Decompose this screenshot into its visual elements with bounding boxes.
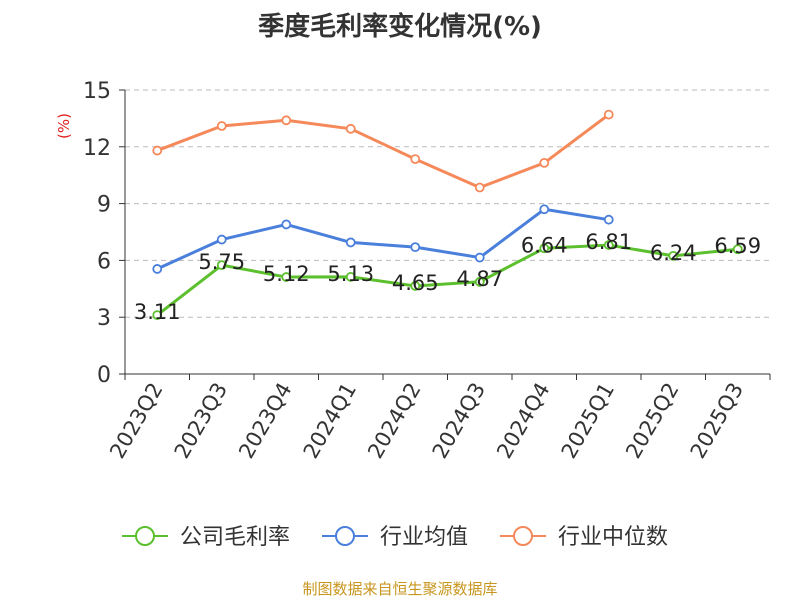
data-point <box>539 204 550 215</box>
data-point <box>410 154 421 165</box>
data-label: 6.81 <box>585 230 632 254</box>
data-label: 5.12 <box>263 262 310 286</box>
data-point <box>474 182 485 193</box>
legend-label: 公司毛利率 <box>180 525 290 550</box>
legend-marker <box>513 526 533 546</box>
y-tick-label: 0 <box>97 363 111 388</box>
data-point <box>345 237 356 248</box>
data-point <box>345 123 356 134</box>
data-label: 6.59 <box>714 234 761 258</box>
data-point <box>216 121 227 131</box>
x-tick-label: 2023Q3 <box>170 379 232 463</box>
data-point <box>410 281 421 291</box>
y-tick-label: 15 <box>83 79 111 104</box>
x-tick-label: 2023Q2 <box>105 379 167 463</box>
legend-label: 行业均值 <box>380 525 468 550</box>
chart-title: 季度毛利率变化情况(%) <box>258 12 542 42</box>
data-point <box>603 214 614 225</box>
x-tick-label: 2025Q3 <box>686 379 748 463</box>
legend-marker <box>335 526 355 546</box>
legend-marker <box>135 526 155 546</box>
data-point <box>603 240 614 250</box>
data-point <box>281 219 292 230</box>
x-tick-label: 2025Q1 <box>557 379 619 463</box>
source-note: 制图数据来自恒生聚源数据库 <box>302 580 498 598</box>
data-point <box>152 145 163 156</box>
x-tick-label: 2025Q2 <box>621 379 683 463</box>
y-axis-label: (%) <box>55 113 73 139</box>
data-point <box>410 242 421 253</box>
data-point <box>216 234 227 245</box>
data-point <box>732 244 743 255</box>
data-point <box>281 115 292 126</box>
data-label: 4.65 <box>392 271 439 295</box>
data-label: 6.24 <box>650 241 697 265</box>
data-point <box>474 276 485 287</box>
y-tick-label: 12 <box>83 136 111 161</box>
y-tick-label: 6 <box>97 249 111 274</box>
data-label: 5.75 <box>198 250 245 274</box>
data-point <box>345 271 356 282</box>
data-label: 3.11 <box>134 300 181 324</box>
x-tick-label: 2024Q2 <box>363 379 425 463</box>
x-tick-label: 2023Q4 <box>234 379 296 463</box>
x-tick-label: 2024Q1 <box>299 379 361 463</box>
data-point <box>603 109 614 120</box>
data-point <box>668 250 679 261</box>
data-point <box>474 252 485 263</box>
data-label: 4.87 <box>456 267 503 291</box>
series-line-0 <box>156 243 738 317</box>
data-point <box>152 310 163 321</box>
x-tick-label: 2024Q4 <box>492 379 554 463</box>
data-point <box>539 157 550 168</box>
data-label: 6.64 <box>521 233 568 257</box>
data-point <box>152 264 163 274</box>
series-line-2 <box>156 113 610 190</box>
data-point <box>216 260 227 271</box>
legend-label: 行业中位数 <box>558 525 668 550</box>
x-tick-label: 2024Q3 <box>428 379 490 463</box>
y-tick-label: 9 <box>97 193 111 218</box>
y-tick-label: 3 <box>97 306 111 331</box>
series-line-1 <box>156 207 609 271</box>
data-point <box>539 243 550 254</box>
data-point <box>281 272 292 282</box>
data-label: 5.13 <box>327 262 374 286</box>
